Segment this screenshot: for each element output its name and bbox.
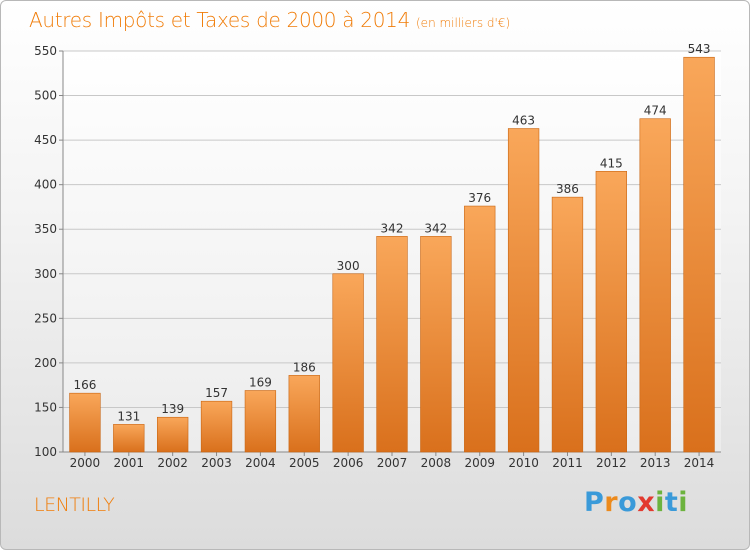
bar-2001[interactable] <box>113 424 145 453</box>
bar-2002[interactable] <box>157 416 189 453</box>
data-label: 300 <box>337 259 360 273</box>
x-tick-label: 2002 <box>157 456 188 470</box>
bar-2007[interactable] <box>376 236 408 453</box>
data-label: 169 <box>249 376 272 390</box>
data-label: 376 <box>468 191 491 205</box>
chart-title-text: Autres Impôts et Taxes de 2000 à 2014 <box>29 8 410 32</box>
y-tick-label: 300 <box>34 267 57 281</box>
x-tick-label: 2012 <box>596 456 627 470</box>
brand-letter: r <box>604 487 619 518</box>
data-label: 166 <box>73 378 96 392</box>
x-tick-label: 2005 <box>289 456 320 470</box>
bar-2003[interactable] <box>200 400 233 453</box>
x-tick-label: 2004 <box>245 456 276 470</box>
bar-2006[interactable] <box>332 273 364 453</box>
bar-2011[interactable] <box>551 196 584 453</box>
chart-title: Autres Impôts et Taxes de 2000 à 2014 (en… <box>29 8 510 32</box>
data-label: 463 <box>512 114 535 128</box>
y-tick-label: 550 <box>34 44 57 58</box>
label-layer: 166 131 139 157 169 186 300 342 342 376 463 386 415 4… <box>73 42 710 423</box>
data-label: 342 <box>381 221 404 235</box>
bar-2013[interactable] <box>639 118 671 453</box>
brand-letter: x <box>637 487 656 518</box>
brand-letter: P <box>584 487 605 518</box>
brand-letter: o <box>618 487 638 518</box>
bar-2000[interactable] <box>69 392 101 453</box>
bar-2014[interactable] <box>683 56 715 453</box>
x-tick-label: 2006 <box>333 456 364 470</box>
data-label: 474 <box>644 104 667 118</box>
x-tick-label: 2013 <box>640 456 671 470</box>
y-tick-label: 150 <box>34 400 57 414</box>
x-tick-label: 2001 <box>114 456 145 470</box>
data-label: 186 <box>293 360 316 374</box>
y-tick-label: 450 <box>34 133 57 147</box>
data-label: 415 <box>600 156 623 170</box>
bar-2004[interactable] <box>244 390 277 453</box>
x-tick-label: 2010 <box>508 456 539 470</box>
bar-2005[interactable] <box>288 375 320 453</box>
y-tick-label: 100 <box>34 445 57 459</box>
bar-layer <box>69 56 715 453</box>
brand-letter: i <box>678 487 689 518</box>
y-tick-label: 500 <box>34 89 57 103</box>
brand-letter: i <box>655 487 665 518</box>
bar-2010[interactable] <box>507 128 540 453</box>
proxiti-logo[interactable]: Proxiti <box>584 487 688 518</box>
x-tick-label: 2003 <box>201 456 232 470</box>
axis-layer: 100 150 200 250 300 350 400 450 500 550 2000 2001 20… <box>34 44 721 470</box>
data-label: 543 <box>688 42 711 56</box>
brand-letter: t <box>664 487 679 518</box>
data-label: 386 <box>556 182 579 196</box>
x-tick-label: 2008 <box>421 456 452 470</box>
bar-2008[interactable] <box>420 236 452 453</box>
x-tick-label: 2000 <box>70 456 101 470</box>
x-tick-label: 2011 <box>552 456 583 470</box>
y-tick-label: 250 <box>34 311 57 325</box>
bar-2009[interactable] <box>464 205 496 453</box>
data-label: 131 <box>117 409 140 423</box>
bar-2012[interactable] <box>595 171 627 453</box>
data-label: 157 <box>205 386 228 400</box>
location-label: LENTILLY <box>34 494 115 516</box>
x-tick-label: 2007 <box>377 456 408 470</box>
x-tick-label: 2009 <box>464 456 495 470</box>
data-label: 139 <box>161 402 184 416</box>
y-tick-label: 350 <box>34 222 57 236</box>
y-tick-label: 400 <box>34 178 57 192</box>
data-label: 342 <box>424 221 447 235</box>
chart-unit-label: (en milliers d'€) <box>416 16 511 30</box>
x-tick-label: 2014 <box>684 456 715 470</box>
y-tick-label: 200 <box>34 356 57 370</box>
